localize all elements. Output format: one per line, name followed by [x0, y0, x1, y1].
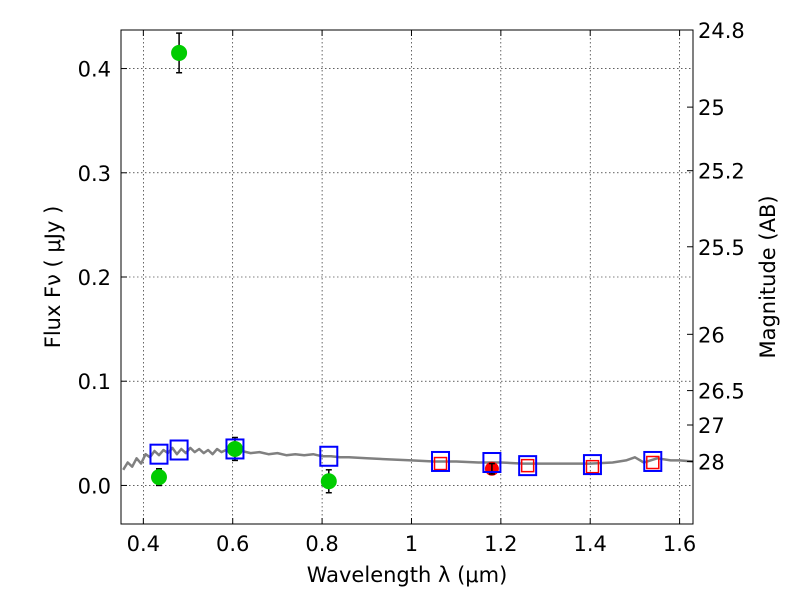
model-photometry-marker — [149, 443, 169, 465]
model-sed-layer — [122, 446, 694, 471]
x-tick-label: 0.8 — [305, 532, 338, 556]
observed-point — [150, 469, 167, 486]
observed-point — [320, 473, 337, 490]
y-axis-label: Flux Fν ( μJy ) — [41, 206, 65, 349]
model-photometry-marker — [482, 452, 502, 474]
observed-ir-marker — [585, 459, 600, 474]
mag-tick-label: 25.2 — [698, 160, 745, 184]
x-tick-label: 0.6 — [216, 532, 249, 556]
axes-layer: 0.4 0.6 0.8 1 1.2 1.4 1.6 0.0 0.1 0.2 0.3 0.4 24.8 25… — [78, 19, 745, 556]
mag-tick-label: 27 — [698, 414, 725, 438]
mag-tick-label: 26 — [698, 323, 725, 347]
observed-ir-marker — [646, 455, 660, 470]
y-tick-label: 0.1 — [78, 370, 111, 394]
grid-layer — [121, 30, 693, 524]
x-tick-label: 1.4 — [574, 532, 607, 556]
mag-tick-label: 26.5 — [698, 380, 745, 404]
points-layer — [149, 32, 663, 494]
observed-point — [171, 44, 188, 61]
y-tick-label: 0.2 — [78, 266, 111, 290]
model-sed-line — [122, 446, 694, 471]
model-photometry-marker — [582, 454, 602, 476]
observed-ir-marker — [433, 456, 448, 471]
mag-tick-label: 24.8 — [698, 19, 745, 43]
model-photometry-marker — [518, 455, 538, 477]
mag-tick-label: 25 — [698, 96, 725, 120]
x-tick-label: 1 — [405, 532, 418, 556]
model-photometry-marker — [225, 438, 245, 460]
model-photometry-marker — [169, 439, 189, 461]
x-tick-label: 0.4 — [127, 532, 160, 556]
model-photometry-marker — [643, 450, 663, 472]
y-tick-label: 0.0 — [78, 474, 111, 498]
model-photometry-marker — [319, 445, 339, 467]
x-tick-label: 1.6 — [663, 532, 696, 556]
observed-point — [226, 440, 243, 457]
y2-axis-label: Magnitude (AB) — [756, 195, 780, 358]
y-tick-label: 0.4 — [78, 58, 111, 82]
model-photometry-marker — [431, 450, 451, 472]
y-tick-label: 0.3 — [78, 162, 111, 186]
mag-tick-label: 28 — [698, 450, 725, 474]
x-axis-label: Wavelength λ (μm) — [307, 563, 508, 587]
observed-ir-marker — [520, 458, 535, 473]
mag-tick-label: 25.5 — [698, 236, 745, 260]
x-tick-label: 1.2 — [484, 532, 517, 556]
